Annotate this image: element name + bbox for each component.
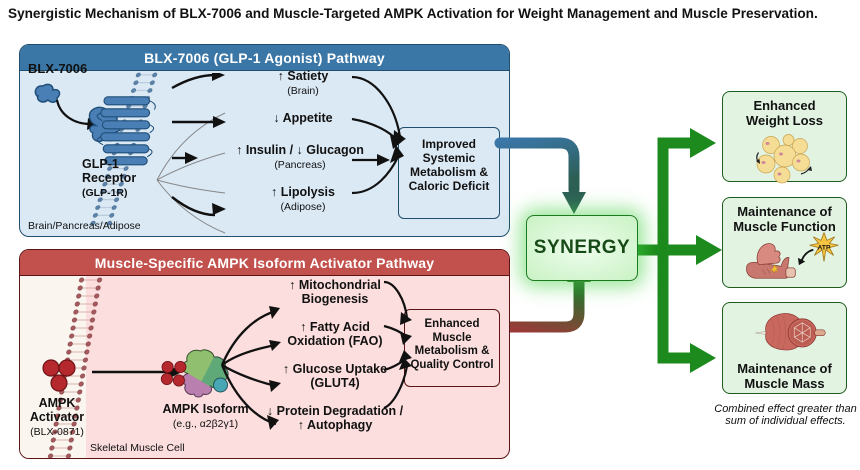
svg-text:ATP: ATP [818, 244, 831, 251]
